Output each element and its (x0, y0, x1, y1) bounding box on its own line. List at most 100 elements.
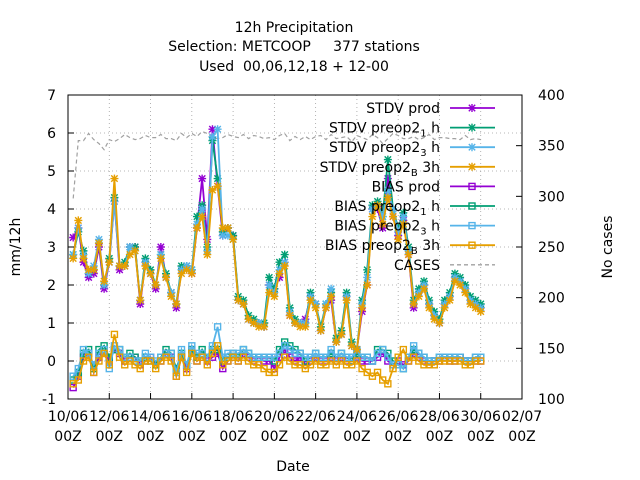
legend-marker-stdv-prod (468, 104, 476, 112)
data-point-bias-preop2-3h (379, 345, 387, 354)
data-point-bias-preop2-b3h (115, 353, 124, 361)
data-point-bias-preop2-3h (167, 349, 175, 358)
data-point-bias-preop2-b3h (430, 361, 438, 369)
y2-axis-label: No cases (600, 216, 616, 279)
data-point-bias-preop2-3h (332, 353, 340, 361)
data-point-bias-preop2-3h (188, 342, 196, 350)
data-point-stdv-prod (208, 125, 217, 134)
data-point-bias-preop2-3h (250, 353, 258, 361)
data-point-stdv-preop2-b3h (378, 220, 387, 229)
data-point-stdv-preop2-b3h (74, 216, 83, 225)
legend-marker-stdv-preop2-1h (468, 123, 476, 132)
data-point-bias-preop2-3h (177, 345, 186, 354)
title-line-3: Used 00,06,12,18 + 12-00 (199, 59, 389, 75)
data-point-stdv-preop2-b3h (141, 262, 150, 270)
data-point-bias-preop2-3h (239, 345, 248, 354)
data-point-bias-preop2-b3h (275, 361, 284, 369)
data-point-bias-preop2-b3h (141, 357, 150, 365)
data-point-bias-preop2-b3h (234, 357, 242, 365)
title-line-2: Selection: METCOOP 377 stations (168, 39, 420, 55)
chart-title: 12h Precipitation Selection: METCOOP 377… (168, 20, 420, 75)
y-tick-label: 5 (47, 164, 56, 180)
data-point-stdv-preop2-b3h (198, 212, 207, 221)
data-point-stdv-prod (69, 233, 78, 242)
title-line-1: 12h Precipitation (235, 20, 354, 36)
data-point-stdv-preop2-3h (399, 212, 408, 221)
legend-marker-bias-preop2-1h (468, 202, 476, 210)
x-tick-label-hour: 00Z (302, 429, 329, 445)
legend-label: CASES (394, 258, 440, 274)
x-tick-label-date: 10/06 (48, 409, 88, 425)
data-point-bias-preop2-3h (384, 353, 392, 361)
data-point-stdv-preop2-b3h (450, 277, 459, 286)
data-point-bias-preop2-b3h (136, 364, 144, 373)
data-point-bias-preop2-3h (373, 349, 382, 358)
data-point-stdv-preop2-b3h (363, 281, 372, 289)
data-point-bias-preop2-3h (115, 345, 124, 354)
series-layer (69, 125, 485, 392)
data-point-bias-preop2-b3h (471, 357, 480, 365)
legend-label: STDV preop21 h (329, 121, 440, 140)
data-point-stdv-preop2-3h (125, 243, 134, 251)
data-point-bias-preop2-3h (477, 353, 485, 361)
data-point-bias-prod (69, 383, 77, 392)
data-point-bias-preop2-b3h (172, 372, 181, 380)
data-point-stdv-preop2-b3h (321, 303, 330, 312)
legend-marker-bias-preop2-3h (468, 221, 476, 230)
data-point-bias-preop2-3h (193, 349, 201, 358)
data-point-stdv-preop2-1h (192, 212, 201, 221)
data-point-bias-preop2-b3h (157, 357, 165, 365)
data-point-stdv-preop2-b3h (94, 239, 103, 248)
data-point-stdv-preop2-3h (327, 284, 336, 293)
data-point-stdv-preop2-b3h (203, 250, 212, 259)
data-point-bias-preop2-b3h (213, 342, 222, 350)
data-point-stdv-preop2-b3h (115, 262, 124, 270)
data-point-stdv-preop2-b3h (399, 220, 408, 229)
y2-tick-label: 400 (538, 88, 565, 104)
data-point-stdv-preop2-3h (378, 212, 387, 221)
data-point-stdv-preop2-b3h (373, 201, 382, 210)
data-point-bias-preop2-b3h (291, 361, 299, 369)
data-point-stdv-preop2-b3h (244, 315, 253, 324)
x-tick-label-hour: 00Z (54, 429, 81, 445)
data-point-bias-preop2-b3h (425, 361, 433, 369)
data-point-stdv-preop2-b3h (187, 269, 196, 278)
data-point-bias-preop2-b3h (198, 353, 206, 361)
series-bias-preop2-b3h (69, 330, 485, 388)
y-tick-label: 7 (47, 88, 56, 104)
data-point-bias-preop2-b3h (250, 361, 258, 369)
legend-label: BIAS preop21 h (334, 199, 440, 218)
data-point-stdv-preop2-3h (110, 197, 119, 206)
data-point-bias-preop2-b3h (435, 357, 444, 365)
data-point-stdv-preop2-b3h (125, 250, 134, 259)
legend-marker-bias-prod (468, 182, 476, 191)
data-point-stdv-prod (198, 174, 207, 183)
data-point-stdv-preop2-b3h (327, 292, 336, 301)
legend-label: STDV preop23 h (329, 140, 440, 159)
y-tick-label: 4 (47, 202, 56, 218)
data-point-stdv-preop2-3h (74, 224, 83, 232)
data-point-stdv-preop2-b3h (466, 300, 475, 308)
x-tick-label-date: 18/06 (213, 409, 253, 425)
series-line-stdv-preop2-b3h (72, 178, 482, 352)
data-point-bias-preop2-b3h (440, 357, 449, 365)
y-tick-label: -1 (42, 392, 56, 408)
data-point-bias-preop2-3h (342, 353, 351, 361)
legend-label: BIAS preop2B 3h (325, 238, 440, 257)
data-point-bias-preop2-b3h (399, 345, 408, 354)
data-point-stdv-preop2-1h (383, 155, 392, 164)
data-point-stdv-preop2-3h (265, 281, 274, 289)
data-point-bias-preop2-3h (301, 353, 310, 361)
data-point-stdv-preop2-b3h (110, 174, 119, 183)
series-line-bias-preop2-b3h (72, 334, 481, 386)
data-point-stdv-preop2-b3h (162, 273, 171, 282)
data-point-stdv-preop2-b3h (430, 315, 439, 324)
data-point-bias-preop2-b3h (363, 368, 371, 377)
data-point-stdv-preop2-b3h (131, 246, 140, 255)
series-stdv-preop2-b3h (69, 174, 485, 354)
data-point-stdv-preop2-b3h (84, 265, 93, 274)
data-point-bias-preop2-3h (317, 353, 325, 361)
data-point-bias-preop2-b3h (84, 353, 93, 361)
